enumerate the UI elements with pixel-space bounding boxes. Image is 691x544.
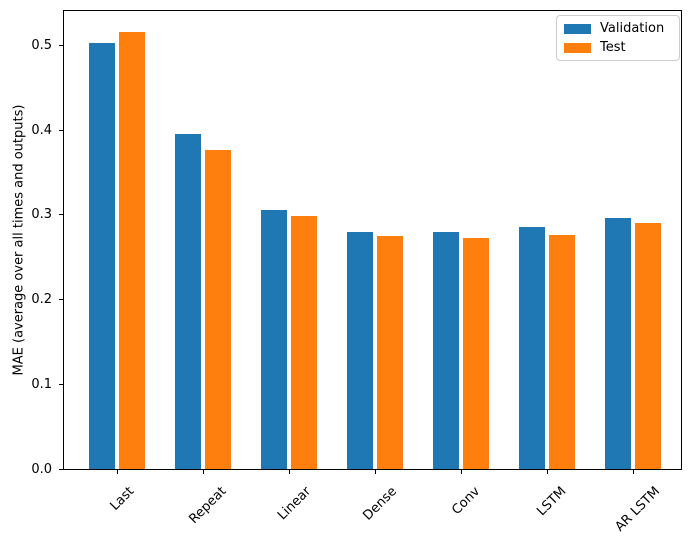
bar-test-ar-lstm [635, 223, 661, 470]
legend-entry-test: Test [564, 39, 679, 55]
x-tick-mark-linear [289, 470, 290, 474]
y-tick-mark-0.2 [59, 299, 63, 300]
y-tick-label-0.2: 0.2 [31, 292, 52, 307]
legend-swatch-validation [564, 23, 591, 34]
x-tick-label-lstm: LSTM [534, 484, 570, 520]
legend-label-validation: Validation [600, 20, 665, 36]
bar-test-repeat [205, 150, 231, 470]
x-tick-label-last: Last [107, 484, 138, 514]
x-tick-label-ar-lstm: AR LSTM [612, 484, 664, 535]
y-tick-label-0.1: 0.1 [31, 377, 52, 392]
y-tick-mark-0.3 [59, 214, 63, 215]
bar-test-last [119, 32, 145, 470]
y-axis-label: MAE (average over all times and outputs) [11, 104, 27, 376]
y-tick-mark-0.5 [59, 45, 63, 46]
y-tick-mark-0.0 [59, 469, 63, 470]
y-tick-label-0.0: 0.0 [31, 462, 52, 477]
x-tick-label-repeat: Repeat [186, 484, 230, 527]
bar-validation-lstm [519, 227, 545, 470]
legend-entry-validation: Validation [564, 20, 679, 36]
legend-swatch-test [564, 42, 591, 53]
y-tick-label-0.3: 0.3 [31, 207, 52, 222]
bar-test-lstm [549, 234, 575, 470]
x-tick-mark-repeat [203, 470, 204, 474]
x-tick-mark-conv [461, 470, 462, 474]
bar-validation-conv [433, 232, 459, 470]
bar-validation-dense [347, 232, 373, 470]
x-tick-mark-ar-lstm [633, 470, 634, 474]
bar-test-conv [463, 237, 489, 470]
bar-test-linear [291, 216, 317, 470]
x-tick-label-linear: Linear [274, 484, 314, 524]
x-tick-mark-lstm [547, 470, 548, 474]
bar-validation-linear [261, 210, 287, 470]
x-tick-label-conv: Conv [449, 484, 484, 518]
bar-test-dense [377, 235, 403, 470]
x-tick-mark-last [117, 470, 118, 474]
bar-validation-ar-lstm [605, 217, 631, 470]
x-tick-label-dense: Dense [360, 484, 400, 524]
bar-validation-repeat [175, 133, 201, 470]
y-tick-mark-0.4 [59, 130, 63, 131]
bar-validation-last [89, 43, 115, 470]
x-tick-mark-dense [375, 470, 376, 474]
legend: Validation Test [556, 15, 680, 61]
y-tick-mark-0.1 [59, 384, 63, 385]
y-tick-label-0.4: 0.4 [31, 123, 52, 138]
legend-label-test: Test [600, 39, 626, 55]
y-tick-label-0.5: 0.5 [31, 38, 52, 53]
